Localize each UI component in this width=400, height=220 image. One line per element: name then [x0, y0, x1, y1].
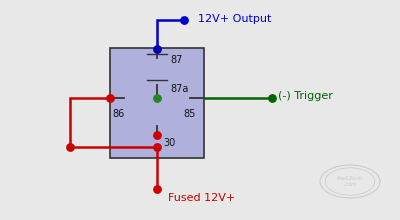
Text: Fused 12V+: Fused 12V+	[168, 193, 235, 203]
Text: the12volt
.com: the12volt .com	[337, 176, 363, 187]
Point	[154, 134, 160, 137]
Text: 86: 86	[113, 109, 125, 119]
Point	[154, 96, 160, 100]
Point	[107, 96, 113, 100]
Text: 85: 85	[183, 109, 196, 119]
Point	[154, 48, 160, 51]
Point	[67, 146, 73, 149]
Point	[154, 187, 160, 191]
Text: 87a: 87a	[170, 84, 188, 94]
Point	[154, 146, 160, 149]
Point	[181, 18, 187, 22]
FancyBboxPatch shape	[110, 48, 204, 158]
Text: 87: 87	[170, 55, 182, 65]
Text: (-) Trigger: (-) Trigger	[278, 91, 333, 101]
Text: 30: 30	[163, 138, 176, 147]
Point	[269, 96, 275, 100]
Text: 12V+ Output: 12V+ Output	[198, 14, 271, 24]
